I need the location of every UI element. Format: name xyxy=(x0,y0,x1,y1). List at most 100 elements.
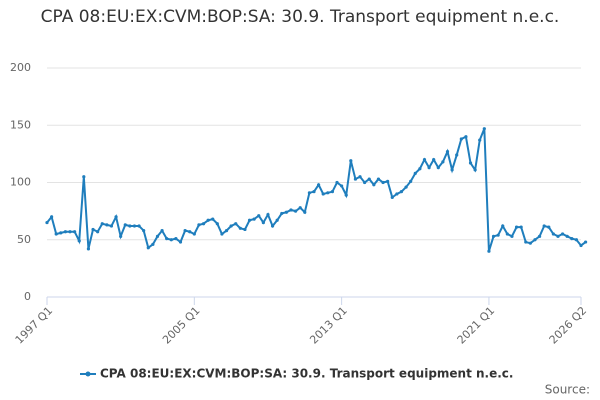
data-point xyxy=(413,171,417,175)
data-point xyxy=(151,242,155,246)
data-point xyxy=(270,224,275,228)
x-tick-label: 2013 Q1 xyxy=(307,304,350,347)
data-point xyxy=(211,217,215,221)
data-point xyxy=(367,177,371,181)
data-point xyxy=(54,232,58,236)
data-point xyxy=(275,218,279,222)
x-tick-label: 2026 Q2 xyxy=(547,304,590,347)
data-point xyxy=(519,225,523,229)
data-point xyxy=(427,166,431,170)
data-point xyxy=(105,223,109,227)
data-point xyxy=(109,224,114,228)
source: Source: xyxy=(545,383,590,397)
data-point xyxy=(335,180,339,185)
data-point xyxy=(247,218,252,222)
data-point xyxy=(86,247,91,251)
data-point xyxy=(436,166,440,170)
data-point xyxy=(404,185,408,189)
data-point xyxy=(82,175,86,179)
data-point xyxy=(547,225,551,229)
data-point xyxy=(289,208,293,212)
data-point xyxy=(482,127,486,131)
data-point xyxy=(468,161,473,165)
data-point xyxy=(491,234,496,238)
data-point xyxy=(372,183,376,187)
data-point xyxy=(206,218,210,222)
data-point xyxy=(73,230,77,234)
data-point xyxy=(266,212,270,217)
data-point xyxy=(528,241,532,245)
data-point xyxy=(293,209,298,213)
data-point xyxy=(197,223,201,227)
data-point xyxy=(243,227,247,232)
data-point xyxy=(445,149,450,154)
data-point xyxy=(234,222,238,226)
y-tick-label: 150 xyxy=(10,118,31,131)
data-point xyxy=(326,191,330,195)
data-point xyxy=(142,228,146,233)
data-point xyxy=(132,224,137,228)
data-point xyxy=(478,138,482,142)
series-line xyxy=(46,128,587,252)
data-point xyxy=(537,234,542,238)
data-point xyxy=(381,180,385,185)
data-point xyxy=(560,232,565,236)
data-point xyxy=(514,225,519,229)
data-point xyxy=(473,168,477,172)
data-point xyxy=(570,237,574,241)
y-tick-label: 0 xyxy=(24,290,31,303)
data-point xyxy=(565,234,569,238)
data-point xyxy=(459,137,463,141)
data-point xyxy=(261,220,265,225)
data-point xyxy=(257,214,261,218)
data-point xyxy=(542,224,546,228)
data-point xyxy=(50,215,54,219)
data-point xyxy=(455,153,459,157)
data-point xyxy=(146,246,150,250)
data-point xyxy=(584,240,588,244)
data-point xyxy=(409,179,413,183)
data-point xyxy=(160,228,164,233)
data-point xyxy=(91,227,95,232)
data-point xyxy=(303,210,307,214)
data-point xyxy=(556,234,560,238)
data-point xyxy=(155,234,160,238)
data-point xyxy=(312,190,316,194)
data-point xyxy=(192,232,196,236)
data-point xyxy=(399,190,404,194)
data-point xyxy=(96,230,100,234)
data-point xyxy=(574,238,578,242)
data-point xyxy=(128,224,132,228)
data-point xyxy=(551,232,555,236)
data-point xyxy=(220,232,224,236)
data-point xyxy=(59,231,63,235)
data-point xyxy=(510,234,514,238)
data-point xyxy=(432,158,436,162)
data-point xyxy=(386,179,390,183)
data-point xyxy=(441,160,445,164)
y-tick-label: 200 xyxy=(10,61,31,74)
legend-marker xyxy=(85,371,91,377)
data-point xyxy=(201,222,206,226)
data-point xyxy=(422,158,427,162)
data-point xyxy=(252,217,256,221)
data-point xyxy=(178,240,183,244)
data-point xyxy=(183,228,187,233)
data-point xyxy=(330,190,335,194)
x-tick-label: 2021 Q1 xyxy=(455,304,498,347)
data-point xyxy=(533,238,537,242)
data-point xyxy=(358,175,362,179)
data-point xyxy=(280,211,284,216)
data-point xyxy=(524,240,528,244)
data-point xyxy=(353,177,358,181)
data-point xyxy=(363,180,367,185)
data-point xyxy=(188,230,192,234)
data-point xyxy=(298,206,302,210)
data-point xyxy=(349,159,353,163)
data-point xyxy=(100,222,104,226)
data-point xyxy=(284,210,288,214)
data-point xyxy=(114,215,118,219)
y-tick-label: 50 xyxy=(17,233,31,246)
